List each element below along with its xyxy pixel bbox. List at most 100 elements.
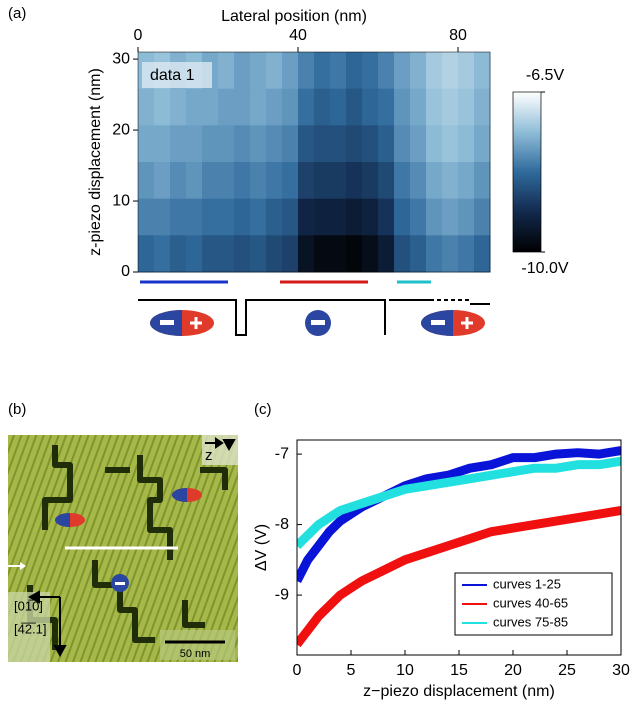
annotation: data 1 bbox=[150, 67, 195, 84]
y-tick-label: -9 bbox=[275, 586, 289, 603]
legend-label: curves 1-25 bbox=[493, 576, 561, 591]
heat-cell bbox=[266, 52, 283, 90]
heat-cell bbox=[442, 198, 459, 236]
heat-cell bbox=[250, 235, 267, 273]
x-tick-label: 10 bbox=[396, 662, 414, 679]
heat-cell bbox=[474, 162, 491, 200]
heat-cell bbox=[250, 125, 267, 163]
heat-cell bbox=[282, 162, 299, 200]
heat-cell bbox=[346, 125, 363, 163]
heat-cell bbox=[426, 52, 443, 90]
heat-cell bbox=[250, 162, 267, 200]
heat-cell bbox=[314, 125, 331, 163]
heat-cell bbox=[474, 88, 491, 126]
heat-cell bbox=[330, 125, 347, 163]
heat-cell bbox=[474, 52, 491, 90]
y-axis-label: z-piezo displacement (nm) bbox=[87, 68, 104, 256]
scale-label: 50 nm bbox=[180, 648, 211, 660]
colorbar bbox=[512, 91, 542, 253]
heat-cell bbox=[234, 198, 251, 236]
heat-cell bbox=[186, 125, 203, 163]
y-tick-label: 30 bbox=[112, 50, 130, 67]
x-tick-label: 15 bbox=[450, 662, 468, 679]
heat-cell bbox=[314, 52, 331, 90]
heat-cell bbox=[442, 235, 459, 273]
heat-cell bbox=[346, 198, 363, 236]
heat-cell bbox=[298, 125, 315, 163]
heat-cell bbox=[362, 125, 379, 163]
heat-cell bbox=[266, 162, 283, 200]
x-tick-label: 40 bbox=[289, 27, 307, 44]
heat-cell bbox=[330, 235, 347, 273]
heat-cell bbox=[170, 235, 187, 273]
heat-cell bbox=[378, 198, 395, 236]
heat-cell bbox=[154, 162, 171, 200]
heat-cell bbox=[314, 198, 331, 236]
heat-cell bbox=[474, 235, 491, 273]
legend-label: curves 40-65 bbox=[493, 595, 568, 610]
data-line bbox=[297, 506, 621, 648]
heat-cell bbox=[378, 162, 395, 200]
heat-cell bbox=[378, 88, 395, 126]
heat-cell bbox=[474, 125, 491, 163]
heat-cell bbox=[138, 198, 155, 236]
heat-cell bbox=[330, 162, 347, 200]
heat-cell bbox=[362, 162, 379, 200]
heat-cell bbox=[346, 162, 363, 200]
stm-image bbox=[8, 435, 238, 662]
heat-cell bbox=[362, 88, 379, 126]
heat-cell bbox=[282, 52, 299, 90]
heat-cell bbox=[138, 162, 155, 200]
x-tick-label: 5 bbox=[347, 662, 356, 679]
heat-cell bbox=[362, 52, 379, 90]
heat-cell bbox=[266, 88, 283, 126]
heat-cell bbox=[282, 88, 299, 126]
heat-cell bbox=[442, 88, 459, 126]
heat-cell bbox=[314, 235, 331, 273]
heat-cell bbox=[298, 88, 315, 126]
heat-cell bbox=[154, 125, 171, 163]
heat-cell bbox=[218, 162, 235, 200]
heat-cell bbox=[394, 52, 411, 90]
heat-cell bbox=[298, 52, 315, 90]
heat-cell bbox=[330, 88, 347, 126]
heat-cell bbox=[426, 162, 443, 200]
heat-cell bbox=[442, 162, 459, 200]
heat-cell bbox=[410, 52, 427, 90]
heat-cell bbox=[250, 52, 267, 90]
y-tick-label: -7 bbox=[275, 445, 289, 462]
heat-cell bbox=[170, 88, 187, 126]
heat-cell bbox=[218, 235, 235, 273]
heat-cell bbox=[138, 235, 155, 273]
heat-cell bbox=[394, 162, 411, 200]
data-line bbox=[297, 446, 621, 584]
heat-cell bbox=[234, 125, 251, 163]
heat-cell bbox=[202, 162, 219, 200]
panel-label: (c) bbox=[254, 401, 272, 418]
heat-cell bbox=[250, 198, 267, 236]
heat-cell bbox=[250, 88, 267, 126]
heat-cell bbox=[186, 235, 203, 273]
heat-cell bbox=[458, 235, 475, 273]
heat-cell bbox=[426, 198, 443, 236]
x-tick-label: 25 bbox=[558, 662, 576, 679]
heat-cell bbox=[202, 198, 219, 236]
heat-cell bbox=[458, 88, 475, 126]
heat-cell bbox=[218, 125, 235, 163]
potential-profile bbox=[138, 299, 490, 336]
heat-cell bbox=[218, 52, 235, 90]
heat-cell bbox=[282, 198, 299, 236]
heat-cell bbox=[186, 198, 203, 236]
direction-label: [01̅0] bbox=[14, 598, 43, 613]
x-tick-label: 30 bbox=[612, 662, 630, 679]
y-tick-label: 10 bbox=[112, 192, 130, 209]
heat-cell bbox=[170, 125, 187, 163]
legend-label: curves 75-85 bbox=[493, 614, 568, 629]
heat-cell bbox=[426, 235, 443, 273]
heat-cell bbox=[298, 235, 315, 273]
heat-cell bbox=[202, 235, 219, 273]
chart-title: Lateral position (nm) bbox=[221, 8, 367, 25]
heat-cell bbox=[138, 88, 155, 126]
heat-cell bbox=[314, 162, 331, 200]
